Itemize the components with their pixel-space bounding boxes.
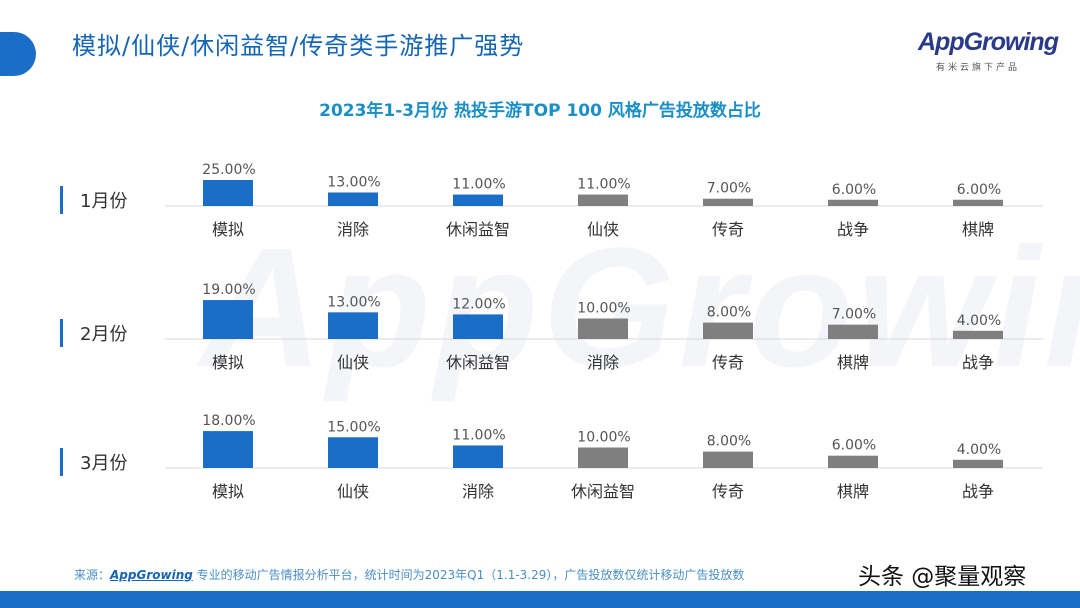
category-label: 模拟 <box>212 482 244 501</box>
category-label: 传奇 <box>712 353 744 372</box>
data-label: 4.00% <box>957 313 1001 329</box>
category-label: 仙侠 <box>337 482 369 501</box>
data-label: 10.00% <box>577 301 630 317</box>
category-label: 仙侠 <box>337 353 369 372</box>
bar <box>703 198 753 206</box>
data-label: 10.00% <box>577 430 630 446</box>
data-label: 25.00% <box>202 162 255 178</box>
category-label: 战争 <box>962 482 994 501</box>
source-brand-link[interactable]: AppGrowing <box>110 568 193 582</box>
category-label: 消除 <box>587 353 619 372</box>
category-label: 休闲益智 <box>571 482 635 501</box>
panel-label: 1月份 <box>80 191 127 212</box>
bar <box>453 194 503 206</box>
bar <box>828 324 878 339</box>
panel-marker <box>60 186 63 214</box>
data-label: 6.00% <box>832 182 876 198</box>
bar <box>828 199 878 206</box>
category-label: 休闲益智 <box>446 220 510 239</box>
data-label: 12.00% <box>452 296 505 312</box>
bar <box>828 455 878 468</box>
bar <box>953 199 1003 206</box>
category-label: 棋牌 <box>962 220 994 239</box>
data-label: 6.00% <box>957 182 1001 198</box>
category-label: 模拟 <box>212 220 244 239</box>
author-brand: 头条 @聚量观察 <box>858 564 1027 590</box>
bar <box>328 312 378 339</box>
bar <box>578 447 628 468</box>
category-label: 传奇 <box>712 220 744 239</box>
category-label: 仙侠 <box>587 220 619 239</box>
bottom-bar <box>0 591 1080 608</box>
data-label: 11.00% <box>577 177 630 193</box>
category-label: 消除 <box>462 482 494 501</box>
appgrowing-logo: AppGrowing <box>918 28 1059 56</box>
chart-title: 2023年1-3月份 热投手游TOP 100 风格广告投放数占比 <box>319 101 761 121</box>
bar <box>453 314 503 339</box>
category-label: 消除 <box>337 220 369 239</box>
source-note: 来源：AppGrowing 专业的移动广告情报分析平台，统计时间为2023年Q1… <box>74 566 744 583</box>
panel-label: 3月份 <box>80 453 127 474</box>
data-label: 15.00% <box>327 419 380 435</box>
panel-marker <box>60 448 63 476</box>
header-accent-tab <box>0 32 36 76</box>
data-label: 4.00% <box>957 442 1001 458</box>
data-label: 8.00% <box>707 434 751 450</box>
panel-label: 2月份 <box>80 324 127 345</box>
data-label: 13.00% <box>327 174 380 190</box>
bar <box>953 330 1003 339</box>
source-label: 来源： <box>74 568 111 582</box>
page-title: 模拟/仙侠/休闲益智/传奇类手游推广强势 <box>72 32 525 60</box>
data-label: 8.00% <box>707 305 751 321</box>
panel-marker <box>60 319 63 347</box>
data-label: 7.00% <box>832 307 876 323</box>
bar <box>203 431 253 468</box>
bar <box>203 300 253 339</box>
category-label: 传奇 <box>712 482 744 501</box>
bar <box>953 459 1003 468</box>
category-label: 战争 <box>837 220 869 239</box>
bar <box>578 194 628 206</box>
source-text: 专业的移动广告情报分析平台，统计时间为2023年Q1（1.1-3.29），广告投… <box>192 568 745 582</box>
category-label: 棋牌 <box>837 482 869 501</box>
bar <box>328 192 378 206</box>
data-label: 6.00% <box>832 438 876 454</box>
data-label: 7.00% <box>707 181 751 197</box>
watermark: AppGrowing <box>200 213 1080 403</box>
bar <box>703 451 753 468</box>
bar <box>203 180 253 206</box>
data-label: 19.00% <box>202 282 255 298</box>
bar <box>453 445 503 468</box>
bar <box>703 322 753 339</box>
data-label: 18.00% <box>202 413 255 429</box>
category-label: 棋牌 <box>837 353 869 372</box>
category-label: 休闲益智 <box>446 353 510 372</box>
bar <box>578 318 628 339</box>
category-label: 战争 <box>962 353 994 372</box>
bar <box>328 437 378 468</box>
category-label: 模拟 <box>212 353 244 372</box>
data-label: 11.00% <box>452 177 505 193</box>
data-label: 13.00% <box>327 294 380 310</box>
data-label: 11.00% <box>452 427 505 443</box>
logo-subtitle: 有米云旗下产品 <box>936 63 1021 73</box>
